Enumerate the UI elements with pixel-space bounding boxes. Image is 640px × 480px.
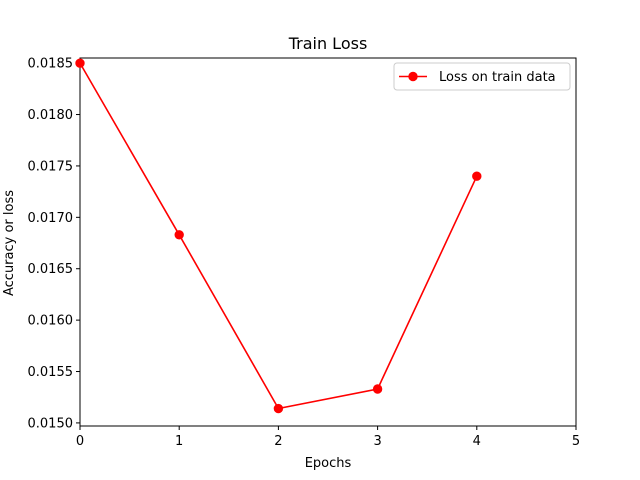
y-tick-label: 0.0185 <box>28 57 74 72</box>
x-axis-label: Epochs <box>305 456 352 471</box>
y-tick-label: 0.0175 <box>28 159 74 174</box>
x-tick-label: 4 <box>473 434 481 449</box>
y-tick-label: 0.0180 <box>28 108 74 123</box>
legend-marker-swatch <box>408 71 418 82</box>
y-tick-label: 0.0165 <box>28 262 74 277</box>
plot-frame <box>79 57 577 427</box>
data-point <box>372 384 383 394</box>
x-axis: 0 1 2 3 4 5 <box>76 426 580 449</box>
series-layer <box>75 58 482 414</box>
x-tick-label: 5 <box>572 434 580 449</box>
x-tick-label: 1 <box>175 434 183 449</box>
legend-entry-label: Loss on train data <box>439 70 556 85</box>
data-point <box>472 171 482 181</box>
x-tick-label: 3 <box>373 434 381 449</box>
y-tick-label: 0.0150 <box>28 416 74 431</box>
y-axis-label: Accuracy or loss <box>2 190 17 296</box>
x-tick-label: 0 <box>76 434 84 449</box>
data-point <box>273 403 284 414</box>
data-point <box>174 230 184 240</box>
legend-box <box>393 62 571 91</box>
x-tick-label: 2 <box>274 434 282 449</box>
y-axis: 0.0150 0.0155 0.0160 0.0165 0.0170 0.0175 0.01… <box>28 57 80 431</box>
chart-title: Train Loss <box>288 34 368 53</box>
legend: Loss on train data <box>393 62 571 91</box>
y-tick-label: 0.0170 <box>28 211 74 226</box>
y-tick-label: 0.0155 <box>28 365 74 380</box>
plot-area <box>79 57 577 427</box>
y-tick-label: 0.0160 <box>28 314 74 329</box>
data-point <box>75 58 85 68</box>
